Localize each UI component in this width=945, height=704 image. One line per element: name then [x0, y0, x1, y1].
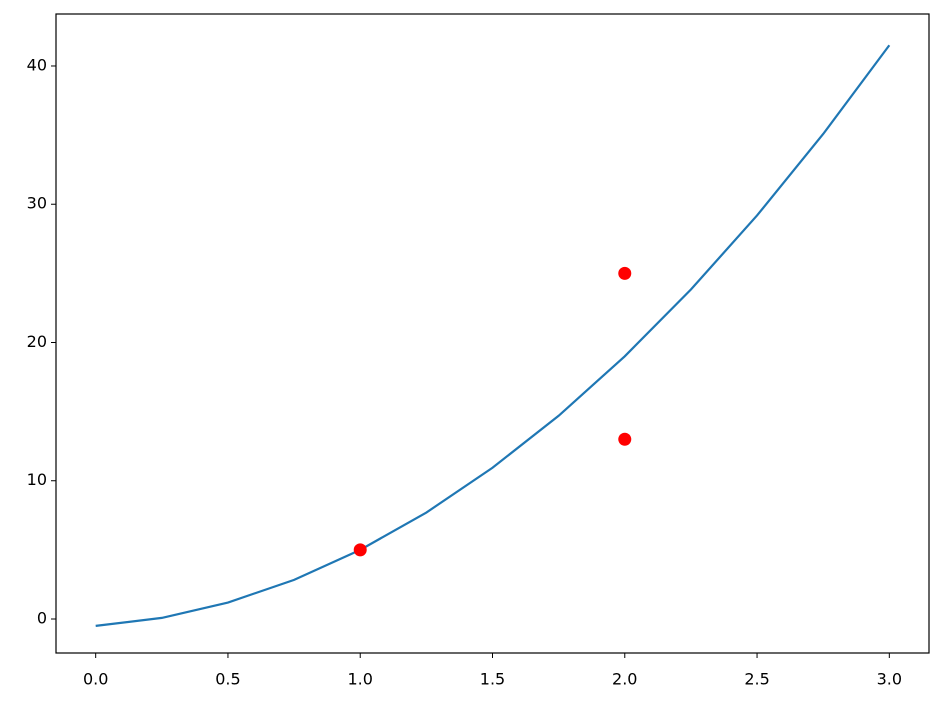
- x-tick-label: 0.5: [215, 670, 240, 689]
- x-tick-label: 3.0: [877, 670, 902, 689]
- x-tick-label: 2.5: [744, 670, 769, 689]
- y-tick-label: 40: [27, 55, 47, 74]
- line: [95, 44, 891, 627]
- y-tick-label: 20: [27, 332, 47, 351]
- y-tick-label: 0: [37, 608, 47, 627]
- plot-frame: [55, 13, 930, 654]
- point: [618, 266, 632, 280]
- y-tick-label: 10: [27, 470, 47, 489]
- x-tick-label: 1.0: [348, 670, 373, 689]
- x-tick-label: 1.5: [480, 670, 505, 689]
- point: [353, 543, 367, 557]
- y-tick-label: 30: [27, 194, 47, 213]
- x-tick-label: 0.0: [83, 670, 108, 689]
- point: [618, 432, 632, 446]
- x-tick-label: 2.0: [612, 670, 637, 689]
